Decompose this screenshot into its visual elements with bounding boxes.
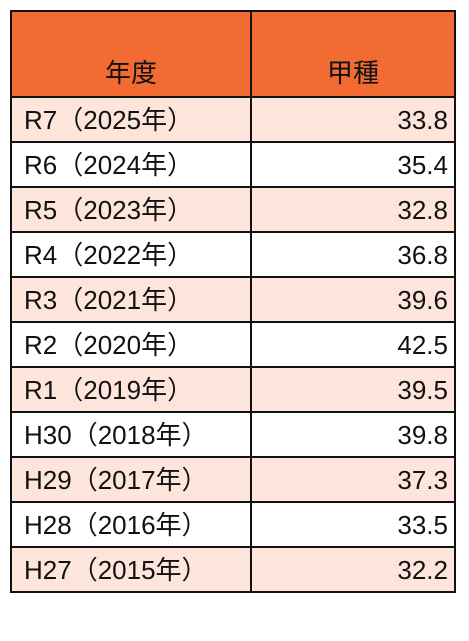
table-row: R1（2019年） 39.5 xyxy=(10,366,456,413)
value-cell: 33.8 xyxy=(250,96,456,143)
header-kou: 甲種 xyxy=(250,10,456,98)
table-row: R7（2025年） 33.8 xyxy=(10,96,456,143)
year-cell: H29（2017年） xyxy=(10,456,252,503)
value-cell: 32.2 xyxy=(250,546,456,593)
value-cell: 35.4 xyxy=(250,141,456,188)
year-cell: H27（2015年） xyxy=(10,546,252,593)
year-cell: R7（2025年） xyxy=(10,96,252,143)
table-row: R3（2021年） 39.6 xyxy=(10,276,456,323)
value-cell: 36.8 xyxy=(250,231,456,278)
table-row: R2（2020年） 42.5 xyxy=(10,321,456,368)
year-cell: R6（2024年） xyxy=(10,141,252,188)
year-cell: R1（2019年） xyxy=(10,366,252,413)
year-cell: R4（2022年） xyxy=(10,231,252,278)
value-cell: 39.6 xyxy=(250,276,456,323)
header-row: 年度 甲種 xyxy=(10,10,456,98)
value-cell: 42.5 xyxy=(250,321,456,368)
table-row: R6（2024年） 35.4 xyxy=(10,141,456,188)
year-cell: H28（2016年） xyxy=(10,501,252,548)
year-cell: H30（2018年） xyxy=(10,411,252,458)
header-year: 年度 xyxy=(10,10,252,98)
year-cell: R5（2023年） xyxy=(10,186,252,233)
pass-rate-table: 年度 甲種 R7（2025年） 33.8 R6（2024年） 35.4 R5（2023年… xyxy=(10,10,456,593)
table-row: H29（2017年） 37.3 xyxy=(10,456,456,503)
table-row: H28（2016年） 33.5 xyxy=(10,501,456,548)
value-cell: 39.8 xyxy=(250,411,456,458)
data-table-container: 年度 甲種 R7（2025年） 33.8 R6（2024年） 35.4 R5（2023年… xyxy=(10,10,456,593)
table-row: H30（2018年） 39.8 xyxy=(10,411,456,458)
year-cell: R2（2020年） xyxy=(10,321,252,368)
table-row: R5（2023年） 32.8 xyxy=(10,186,456,233)
table-row: R4（2022年） 36.8 xyxy=(10,231,456,278)
value-cell: 39.5 xyxy=(250,366,456,413)
table-body: R7（2025年） 33.8 R6（2024年） 35.4 R5（2023年） 32.8 R… xyxy=(10,96,456,593)
value-cell: 32.8 xyxy=(250,186,456,233)
year-cell: R3（2021年） xyxy=(10,276,252,323)
value-cell: 37.3 xyxy=(250,456,456,503)
table-row: H27（2015年） 32.2 xyxy=(10,546,456,593)
value-cell: 33.5 xyxy=(250,501,456,548)
